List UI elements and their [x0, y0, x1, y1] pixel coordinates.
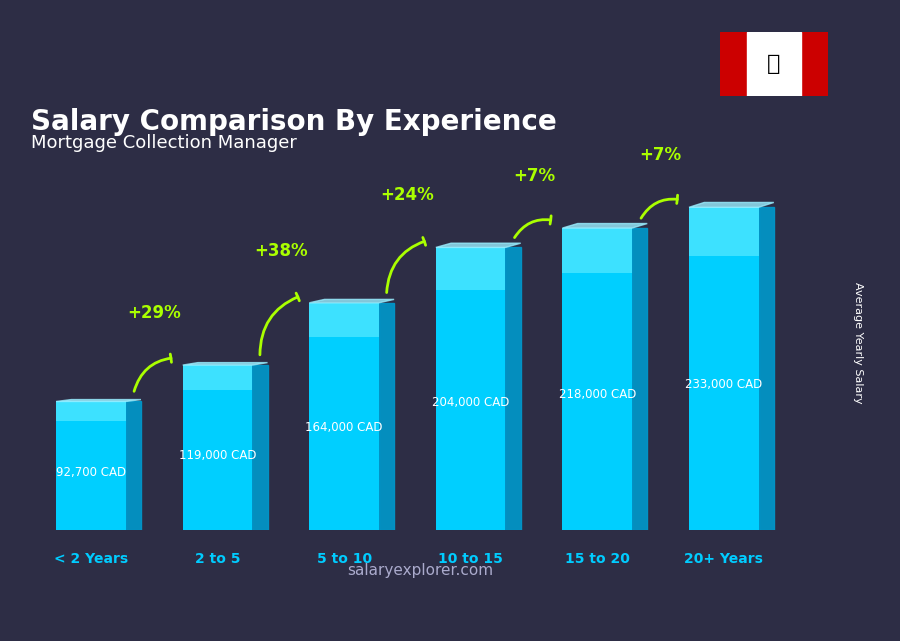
FancyBboxPatch shape: [436, 247, 506, 529]
Polygon shape: [689, 203, 774, 207]
Text: salaryexplorer.com: salaryexplorer.com: [347, 563, 493, 578]
Polygon shape: [506, 247, 521, 529]
FancyBboxPatch shape: [436, 247, 506, 290]
Text: Salary Comparison By Experience: Salary Comparison By Experience: [32, 108, 557, 135]
Text: +29%: +29%: [128, 304, 181, 322]
Polygon shape: [56, 399, 141, 401]
FancyBboxPatch shape: [183, 365, 252, 390]
Polygon shape: [759, 207, 774, 529]
Text: 119,000 CAD: 119,000 CAD: [179, 449, 256, 462]
FancyBboxPatch shape: [310, 303, 379, 529]
Polygon shape: [183, 363, 267, 365]
FancyBboxPatch shape: [689, 207, 759, 256]
Text: 218,000 CAD: 218,000 CAD: [559, 388, 636, 401]
Text: 2 to 5: 2 to 5: [194, 552, 240, 566]
Text: +24%: +24%: [381, 187, 435, 204]
Text: 164,000 CAD: 164,000 CAD: [305, 421, 382, 434]
Text: +7%: +7%: [513, 167, 555, 185]
Polygon shape: [379, 303, 394, 529]
Bar: [801, 32, 828, 96]
Text: Average Yearly Salary: Average Yearly Salary: [852, 282, 862, 404]
Polygon shape: [632, 228, 647, 529]
FancyBboxPatch shape: [689, 207, 759, 529]
FancyBboxPatch shape: [562, 228, 632, 529]
FancyBboxPatch shape: [56, 401, 126, 529]
Text: +7%: +7%: [640, 146, 681, 164]
Bar: [747, 32, 801, 96]
Polygon shape: [436, 243, 521, 247]
FancyBboxPatch shape: [562, 228, 632, 273]
Polygon shape: [310, 299, 394, 303]
FancyBboxPatch shape: [183, 365, 252, 529]
Text: +38%: +38%: [254, 242, 308, 260]
Polygon shape: [126, 401, 141, 529]
Polygon shape: [252, 365, 267, 529]
FancyBboxPatch shape: [56, 401, 126, 420]
Text: Mortgage Collection Manager: Mortgage Collection Manager: [32, 134, 297, 152]
Bar: [720, 32, 747, 96]
Polygon shape: [562, 224, 647, 228]
Text: 15 to 20: 15 to 20: [565, 552, 630, 566]
Text: 20+ Years: 20+ Years: [684, 552, 763, 566]
Text: 204,000 CAD: 204,000 CAD: [432, 396, 509, 409]
Text: 🍁: 🍁: [768, 54, 780, 74]
FancyBboxPatch shape: [310, 303, 379, 337]
Text: 5 to 10: 5 to 10: [317, 552, 372, 566]
Text: 92,700 CAD: 92,700 CAD: [56, 465, 126, 479]
Text: < 2 Years: < 2 Years: [54, 552, 128, 566]
Text: 233,000 CAD: 233,000 CAD: [685, 378, 762, 391]
Text: 10 to 15: 10 to 15: [438, 552, 503, 566]
